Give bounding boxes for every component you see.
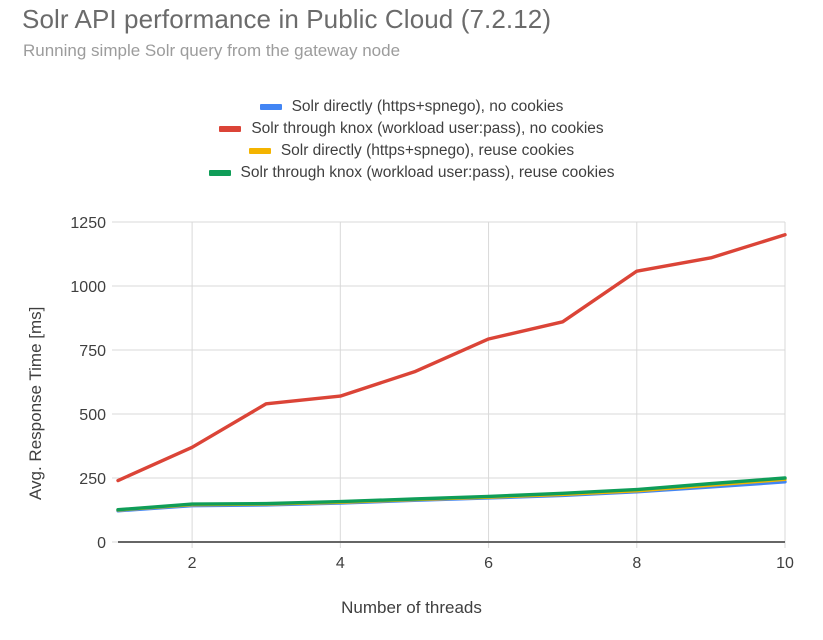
legend-item-label: Solr through knox (workload user:pass), …	[251, 120, 604, 137]
legend-swatch-icon	[248, 148, 271, 154]
legend-item[interactable]: Solr through knox (workload user:pass), …	[208, 162, 615, 184]
x-tick-label: 8	[632, 555, 641, 572]
y-tick-label: 750	[79, 343, 106, 360]
chart-subtitle: Running simple Solr query from the gatew…	[23, 41, 401, 60]
y-tick-label: 1250	[70, 215, 106, 232]
series-line-1	[116, 233, 787, 483]
legend-swatch-icon	[219, 126, 242, 132]
x-tick-label: 6	[484, 555, 493, 572]
legend-item[interactable]: Solr through knox (workload user:pass), …	[219, 118, 604, 140]
x-tick-label: 10	[776, 555, 794, 572]
legend-swatch-icon	[259, 104, 282, 110]
legend-item-label: Solr directly (https+spnego), no cookies	[291, 98, 564, 115]
legend-item-label: Solr directly (https+spnego), reuse cook…	[280, 142, 575, 159]
chart-title: Solr API performance in Public Cloud (7.…	[22, 4, 552, 34]
chart-legend: Solr directly (https+spnego), no cookies…	[0, 96, 823, 184]
y-tick-label: 0	[97, 535, 106, 552]
legend-item-label: Solr through knox (workload user:pass), …	[240, 164, 615, 181]
y-tick-label: 250	[79, 471, 106, 488]
y-tick-label: 1000	[70, 279, 106, 296]
series-line-3	[116, 476, 787, 512]
x-tick-label: 2	[188, 555, 197, 572]
legend-swatch-icon	[208, 170, 231, 176]
x-axis-title: Number of threads	[341, 598, 482, 617]
legend-item[interactable]: Solr directly (https+spnego), no cookies	[259, 96, 564, 118]
x-tick-label: 4	[336, 555, 345, 572]
y-tick-label: 500	[79, 407, 106, 424]
legend-item[interactable]: Solr directly (https+spnego), reuse cook…	[248, 140, 575, 162]
y-axis-title: Avg. Response Time [ms]	[26, 306, 45, 500]
